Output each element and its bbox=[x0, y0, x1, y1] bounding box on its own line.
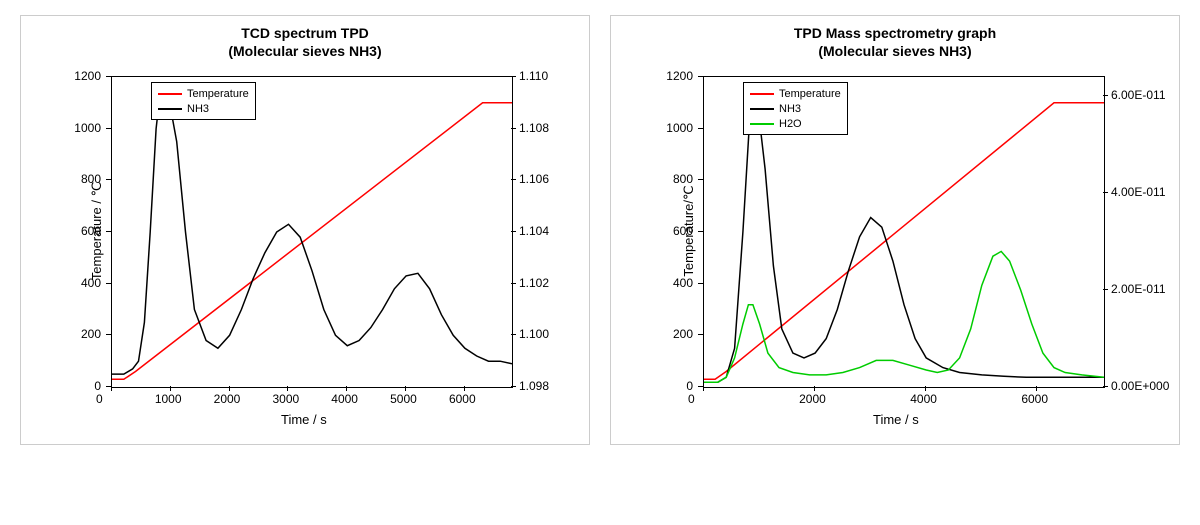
legend-label: Temperature bbox=[187, 88, 249, 100]
legend-color-swatch bbox=[750, 93, 774, 95]
chart1-title: TCD spectrum TPD (Molecular sieves NH3) bbox=[21, 16, 589, 60]
y-left-tick-label: 1000 bbox=[74, 121, 101, 135]
x-tick-label: 1000 bbox=[155, 392, 182, 406]
y-right-tick-label: 1.098 bbox=[519, 379, 549, 393]
y-right-tick-label: 6.00E-011 bbox=[1111, 88, 1166, 102]
x-tick-label: 4000 bbox=[331, 392, 358, 406]
y-right-tick-label: 1.100 bbox=[519, 327, 549, 341]
legend-color-swatch bbox=[158, 108, 182, 110]
chart2-x-label: Time / s bbox=[873, 412, 919, 427]
legend-item: Temperature bbox=[750, 86, 841, 101]
x-tick-label: 2000 bbox=[799, 392, 826, 406]
x-tick-label: 0 bbox=[688, 392, 695, 406]
x-tick-label: 4000 bbox=[910, 392, 937, 406]
chart2-title-line2: (Molecular sieves NH3) bbox=[611, 42, 1179, 60]
y-left-tick-label: 200 bbox=[673, 327, 693, 341]
legend-color-swatch bbox=[750, 108, 774, 110]
y-right-tick-label: 4.00E-011 bbox=[1111, 185, 1166, 199]
y-right-tick-label: 1.106 bbox=[519, 172, 549, 186]
legend-label: Temperature bbox=[779, 88, 841, 100]
x-tick-label: 3000 bbox=[272, 392, 299, 406]
legend-label: NH3 bbox=[779, 103, 801, 115]
legend-item: NH3 bbox=[750, 101, 841, 116]
chart1-x-label: Time / s bbox=[281, 412, 327, 427]
x-tick-label: 6000 bbox=[1021, 392, 1048, 406]
x-tick-label: 2000 bbox=[214, 392, 241, 406]
y-left-tick-label: 1000 bbox=[666, 121, 693, 135]
x-tick-label: 5000 bbox=[390, 392, 417, 406]
legend-item: Temperature bbox=[158, 86, 249, 101]
legend-color-swatch bbox=[750, 123, 774, 125]
y-right-tick-label: 1.108 bbox=[519, 121, 549, 135]
chart2-title: TPD Mass spectrometry graph (Molecular s… bbox=[611, 16, 1179, 60]
chart1-y-left-label: Temperature / ℃ bbox=[89, 171, 105, 291]
chart1-title-line2: (Molecular sieves NH3) bbox=[21, 42, 589, 60]
y-right-tick-label: 1.102 bbox=[519, 276, 549, 290]
y-right-tick-label: 0.00E+000 bbox=[1111, 379, 1169, 393]
legend-label: H2O bbox=[779, 118, 802, 130]
y-left-tick-label: 0 bbox=[94, 379, 101, 393]
y-right-tick-label: 2.00E-011 bbox=[1111, 282, 1166, 296]
x-tick-label: 0 bbox=[96, 392, 103, 406]
legend-color-swatch bbox=[158, 93, 182, 95]
y-left-tick-label: 200 bbox=[81, 327, 101, 341]
chart2-panel: TPD Mass spectrometry graph (Molecular s… bbox=[610, 15, 1180, 445]
chart2-title-line1: TPD Mass spectrometry graph bbox=[611, 24, 1179, 42]
y-left-tick-label: 1200 bbox=[74, 69, 101, 83]
legend-item: NH3 bbox=[158, 101, 249, 116]
chart2-legend: Temperature NH3 H2O bbox=[743, 82, 848, 135]
legend-item: H2O bbox=[750, 116, 841, 131]
chart1-title-line1: TCD spectrum TPD bbox=[21, 24, 589, 42]
chart1-plot-area bbox=[111, 76, 513, 388]
x-tick-label: 6000 bbox=[449, 392, 476, 406]
legend-label: NH3 bbox=[187, 103, 209, 115]
chart1-legend: Temperature NH3 bbox=[151, 82, 256, 120]
chart2-y-left-label: Temperature/℃ bbox=[681, 171, 697, 291]
y-left-tick-label: 0 bbox=[686, 379, 693, 393]
charts-container: TCD spectrum TPD (Molecular sieves NH3) … bbox=[0, 0, 1200, 460]
y-right-tick-label: 1.104 bbox=[519, 224, 549, 238]
y-left-tick-label: 1200 bbox=[666, 69, 693, 83]
y-right-tick-label: 1.110 bbox=[519, 69, 548, 83]
chart1-panel: TCD spectrum TPD (Molecular sieves NH3) … bbox=[20, 15, 590, 445]
